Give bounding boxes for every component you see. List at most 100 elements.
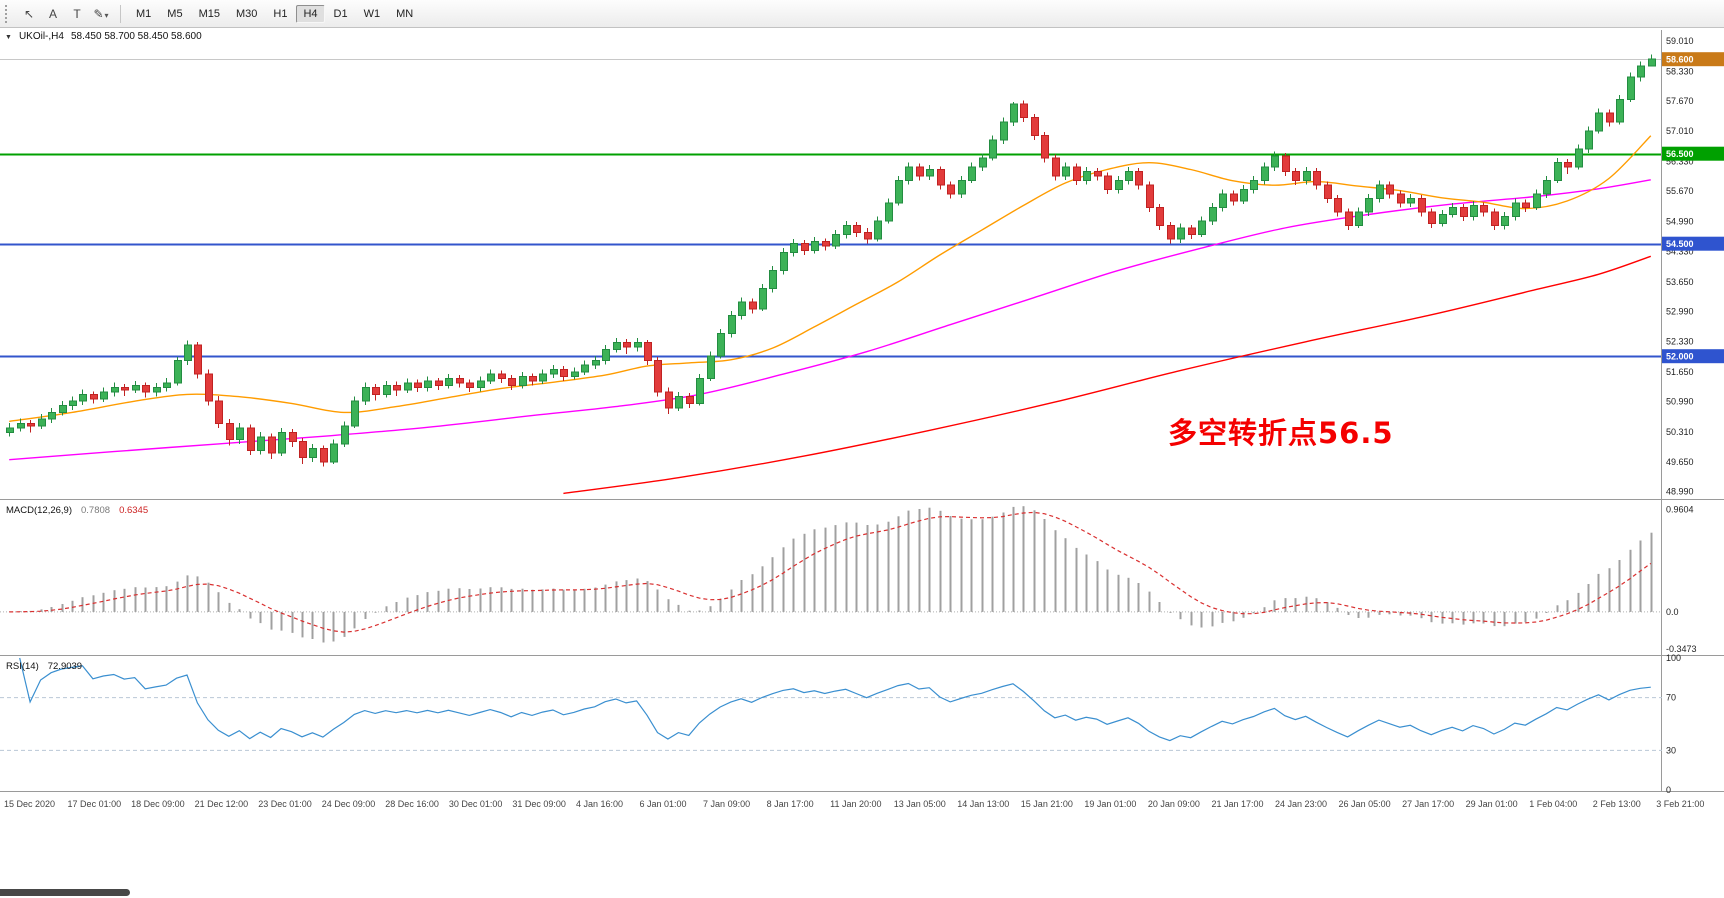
chart-annotation: 多空转折点56.5 [1168, 416, 1394, 450]
svg-text:53.650: 53.650 [1666, 277, 1694, 287]
svg-text:50.990: 50.990 [1666, 397, 1694, 407]
macd-histogram [19, 506, 1653, 643]
svg-text:-0.3473: -0.3473 [1666, 644, 1697, 654]
chevron-down-icon: ▾ [104, 10, 109, 20]
svg-text:19 Jan 01:00: 19 Jan 01:00 [1084, 799, 1136, 809]
svg-text:24 Dec 09:00: 24 Dec 09:00 [322, 799, 376, 809]
price-tag [1662, 349, 1724, 364]
svg-text:28 Dec 16:00: 28 Dec 16:00 [385, 799, 439, 809]
collapse-triangle-icon[interactable]: ▼ [5, 34, 12, 41]
timeframe-w1[interactable]: W1 [363, 7, 381, 20]
text-label-tool[interactable]: A [48, 6, 57, 21]
macd-signal-line [9, 511, 1652, 633]
svg-text:14 Jan 13:00: 14 Jan 13:00 [957, 799, 1009, 809]
macd-label: MACD(12,26,9) [6, 505, 72, 516]
svg-text:23 Dec 01:00: 23 Dec 01:00 [258, 799, 312, 809]
toolbar-separator [120, 4, 121, 23]
svg-text:4 Jan 16:00: 4 Jan 16:00 [576, 799, 623, 809]
svg-text:55.670: 55.670 [1666, 186, 1694, 196]
svg-text:30 Dec 01:00: 30 Dec 01:00 [449, 799, 503, 809]
svg-text:48.990: 48.990 [1666, 487, 1694, 497]
macd-signal-value: 0.6345 [119, 505, 149, 516]
svg-text:26 Jan 05:00: 26 Jan 05:00 [1339, 799, 1391, 809]
svg-text:54.330: 54.330 [1666, 246, 1694, 256]
timeframe-m1[interactable]: M1 [136, 7, 152, 20]
svg-text:29 Jan 01:00: 29 Jan 01:00 [1466, 799, 1518, 809]
chart-title: ▼ UKOil-,H4 58.450 58.700 58.450 58.600 [5, 31, 202, 42]
draw-objects-dropdown[interactable]: ✎▾ [93, 6, 109, 21]
ohlc-label: 58.450 58.700 58.450 58.600 [70, 31, 202, 42]
svg-text:52.000: 52.000 [1666, 352, 1694, 362]
svg-text:57.010: 57.010 [1666, 126, 1694, 136]
price-axis[interactable]: 59.010 58.330 57.670 57.010 56.330 55.670 54.9… [1662, 36, 1724, 497]
svg-text:57.670: 57.670 [1666, 96, 1694, 106]
ma-mid-line [9, 179, 1651, 461]
toolbar: ↖ A T ✎▾ M1 M5 M15 M30 H1 H4 D1 W1 MN [0, 0, 1724, 28]
macd-value: 0.7808 [81, 505, 111, 516]
price-tag [1662, 236, 1724, 251]
svg-text:8 Jan 17:00: 8 Jan 17:00 [767, 799, 814, 809]
symbol-timeframe-label: UKOil-,H4 [18, 31, 64, 42]
svg-text:52.330: 52.330 [1666, 336, 1694, 346]
svg-text:52.990: 52.990 [1666, 307, 1694, 317]
timeframe-m15[interactable]: M15 [198, 7, 220, 20]
svg-text:21 Dec 12:00: 21 Dec 12:00 [195, 799, 249, 809]
scrollbar-thumb[interactable] [0, 889, 130, 896]
timeframe-m30[interactable]: M30 [235, 7, 258, 20]
svg-text:15 Dec 2020: 15 Dec 2020 [4, 799, 55, 809]
timeframe-mn[interactable]: MN [396, 7, 414, 20]
svg-text:2 Feb 13:00: 2 Feb 13:00 [1593, 799, 1641, 809]
svg-text:50.310: 50.310 [1666, 427, 1694, 437]
svg-text:0: 0 [1666, 785, 1671, 795]
toolbar-grip[interactable] [5, 4, 11, 23]
ma-fast-line [9, 135, 1652, 423]
svg-text:20 Jan 09:00: 20 Jan 09:00 [1148, 799, 1200, 809]
svg-text:100: 100 [1666, 653, 1681, 663]
svg-text:31 Dec 09:00: 31 Dec 09:00 [512, 799, 566, 809]
svg-text:30: 30 [1666, 745, 1676, 755]
timeframe-h1[interactable]: H1 [273, 7, 288, 20]
timeframe-h4[interactable]: H4 [296, 4, 325, 23]
svg-text:6 Jan 01:00: 6 Jan 01:00 [640, 799, 687, 809]
svg-text:58.600: 58.600 [1666, 55, 1694, 65]
timeframe-d1[interactable]: D1 [333, 7, 348, 20]
svg-text:15 Jan 21:00: 15 Jan 21:00 [1021, 799, 1073, 809]
time-axis[interactable]: 15 Dec 2020 17 Dec 01:00 18 Dec 09:00 21 De… [4, 799, 1704, 809]
timeframe-buttons-group: M1 M5 M15 M30 H1 H4 D1 W1 MN [128, 4, 421, 23]
svg-text:58.330: 58.330 [1666, 66, 1694, 76]
panel-separators[interactable] [0, 30, 1724, 792]
svg-text:13 Jan 05:00: 13 Jan 05:00 [894, 799, 946, 809]
price-tag [1662, 52, 1724, 67]
svg-text:1 Feb 04:00: 1 Feb 04:00 [1529, 799, 1577, 809]
svg-text:7 Jan 09:00: 7 Jan 09:00 [703, 799, 750, 809]
svg-text:21 Jan 17:00: 21 Jan 17:00 [1211, 799, 1263, 809]
drawing-tools-group: ↖ A T ✎▾ [17, 3, 113, 25]
svg-text:54.500: 54.500 [1666, 239, 1694, 249]
candlestick-series [6, 54, 1656, 467]
svg-text:3 Feb 21:00: 3 Feb 21:00 [1656, 799, 1704, 809]
svg-text:17 Dec 01:00: 17 Dec 01:00 [68, 799, 122, 809]
svg-text:11 Jan 20:00: 11 Jan 20:00 [830, 799, 881, 809]
horizontal-lines [0, 59, 1662, 358]
text-frame-tool[interactable]: T [73, 6, 81, 21]
cursor-tool[interactable]: ↖ [23, 6, 35, 21]
svg-text:0.9604: 0.9604 [1666, 505, 1694, 515]
svg-text:51.650: 51.650 [1666, 367, 1694, 377]
svg-text:18 Dec 09:00: 18 Dec 09:00 [131, 799, 185, 809]
ma-slow-line [563, 255, 1652, 495]
timeframe-m5[interactable]: M5 [167, 7, 183, 20]
macd-panel-title: MACD(12,26,9) 0.7808 0.6345 [6, 505, 148, 516]
rsi-label: RSI(14) [6, 661, 39, 672]
rsi-panel-title: RSI(14) 72.9039 [6, 661, 82, 672]
svg-text:59.010: 59.010 [1666, 36, 1694, 46]
rsi-line [19, 657, 1651, 742]
svg-text:56.500: 56.500 [1666, 149, 1694, 159]
svg-text:54.990: 54.990 [1666, 217, 1694, 227]
svg-text:70: 70 [1666, 693, 1676, 703]
rsi-value: 72.9039 [47, 661, 83, 672]
svg-text:24 Jan 23:00: 24 Jan 23:00 [1275, 799, 1327, 809]
svg-text:27 Jan 17:00: 27 Jan 17:00 [1402, 799, 1454, 809]
svg-text:49.650: 49.650 [1666, 457, 1694, 467]
price-tag [1662, 146, 1724, 161]
